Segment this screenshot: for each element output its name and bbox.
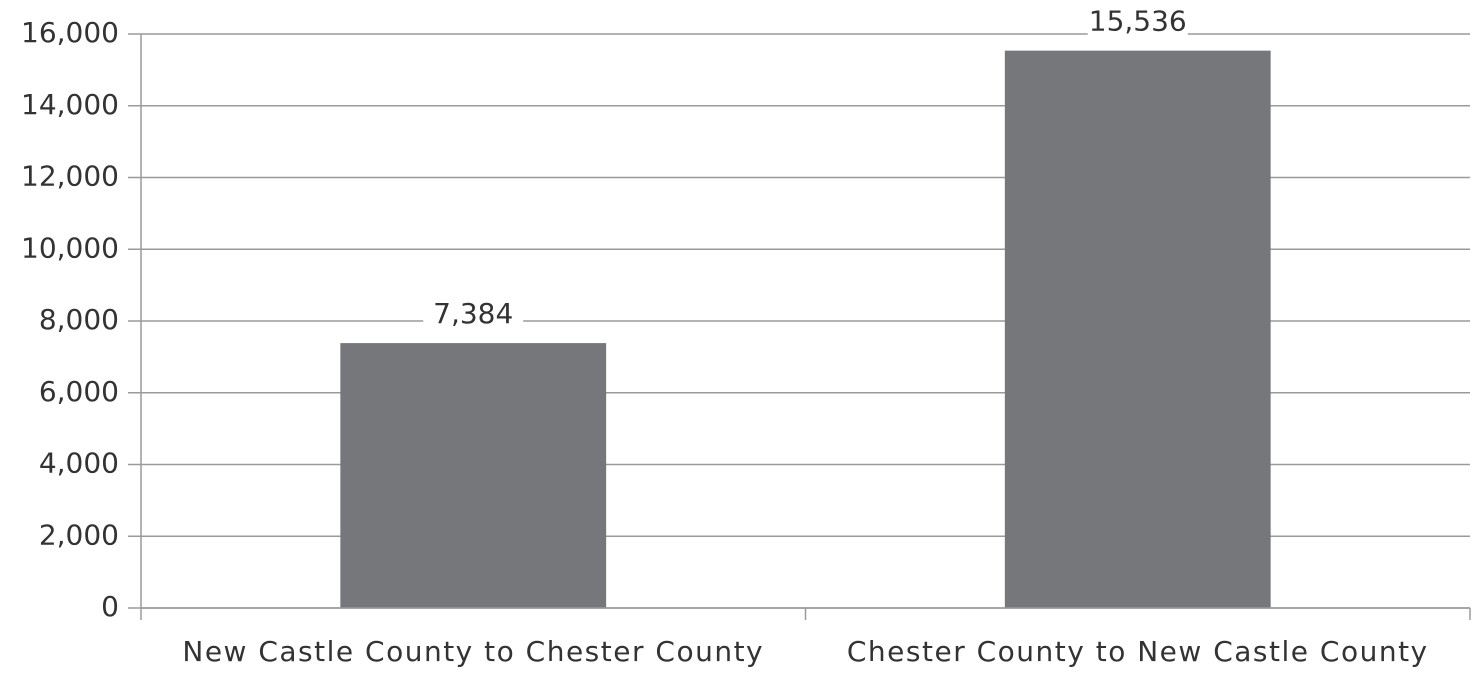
value-label: 15,536 — [1089, 5, 1187, 38]
y-tick-label: 16,000 — [21, 16, 119, 49]
value-label-bg — [1087, 5, 1188, 40]
value-label: 7,384 — [433, 297, 513, 330]
x-tick-label: Chester County to New Castle County — [847, 635, 1429, 668]
bar — [1004, 50, 1271, 609]
x-tick-label: New Castle County to Chester County — [182, 635, 764, 668]
y-tick-label: 0 — [101, 590, 119, 623]
y-tick-label: 8,000 — [39, 303, 119, 336]
y-tick-label: 4,000 — [39, 447, 119, 480]
y-tick-label: 2,000 — [39, 518, 119, 551]
y-tick-label: 12,000 — [21, 160, 119, 193]
bar — [340, 343, 607, 608]
y-tick-label: 6,000 — [39, 375, 119, 408]
y-tick-label: 14,000 — [21, 88, 119, 121]
y-tick-label: 10,000 — [21, 231, 119, 264]
value-label-bg — [423, 298, 524, 333]
